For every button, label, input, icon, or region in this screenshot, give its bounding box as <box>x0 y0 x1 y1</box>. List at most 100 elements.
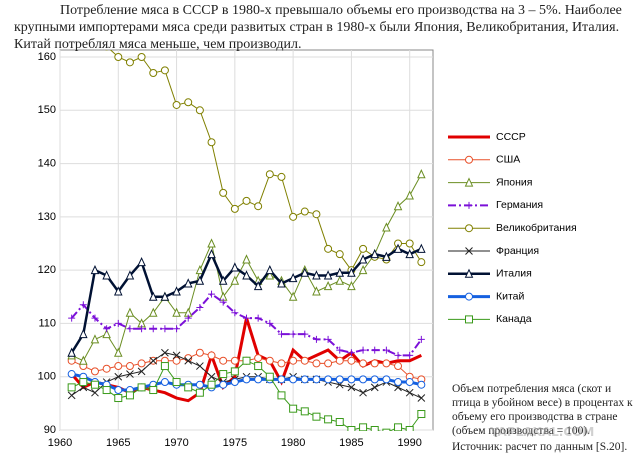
plot <box>67 50 426 431</box>
point <box>149 325 157 333</box>
point <box>417 335 425 343</box>
point <box>370 426 379 431</box>
point <box>335 356 344 365</box>
point <box>231 309 239 317</box>
point <box>67 391 76 400</box>
point <box>382 346 390 354</box>
y-tick-label: 130 <box>38 211 56 223</box>
point <box>324 359 333 368</box>
point <box>288 291 298 301</box>
point <box>67 370 76 379</box>
point <box>465 201 473 209</box>
point <box>371 346 379 354</box>
legend-label: Италия <box>496 268 532 280</box>
point <box>90 367 99 376</box>
point <box>242 375 251 384</box>
y-tick-label: 100 <box>38 371 56 383</box>
point <box>102 386 111 395</box>
point <box>265 264 275 275</box>
point <box>207 238 216 248</box>
point <box>242 356 251 365</box>
point <box>67 383 76 392</box>
point <box>265 170 274 179</box>
point <box>324 335 332 343</box>
point <box>172 378 181 387</box>
plot-area <box>59 49 434 431</box>
point <box>370 375 379 384</box>
legend-label: Франция <box>496 245 539 257</box>
x-tick-label: 1960 <box>48 437 72 449</box>
series-line <box>109 50 422 272</box>
point <box>230 367 239 376</box>
point <box>312 286 321 296</box>
point <box>230 356 239 365</box>
point <box>102 270 111 280</box>
point <box>312 270 321 280</box>
point <box>289 404 298 413</box>
point <box>324 375 333 384</box>
point <box>347 267 356 277</box>
y-tick-label: 150 <box>38 104 56 116</box>
point <box>254 202 263 211</box>
point <box>137 367 146 376</box>
point <box>405 190 414 200</box>
point <box>91 388 99 397</box>
point <box>382 251 391 261</box>
point <box>347 426 356 431</box>
point <box>370 248 380 259</box>
point <box>405 239 414 248</box>
y-tick-label: 140 <box>38 157 56 169</box>
point <box>125 307 135 317</box>
point <box>172 356 181 365</box>
point <box>405 378 414 387</box>
point <box>359 244 368 253</box>
point <box>312 335 320 343</box>
intro-text: Потребление мяса в СССР в 1980-х превыша… <box>14 3 622 52</box>
point <box>358 254 368 264</box>
point <box>359 359 368 368</box>
note-text: Объем потребления мяса (скот и птица в у… <box>452 383 633 437</box>
note: Объем потребления мяса (скот и птица в у… <box>452 382 638 454</box>
point <box>113 286 123 296</box>
point <box>394 351 402 359</box>
point <box>196 303 204 311</box>
point <box>464 177 474 187</box>
point <box>347 349 355 357</box>
point <box>335 418 344 427</box>
x-tick-label: 1975 <box>223 437 247 449</box>
point <box>196 362 204 370</box>
point <box>125 270 135 280</box>
point <box>137 359 146 368</box>
point <box>253 280 263 291</box>
point <box>219 380 228 389</box>
point <box>359 375 368 384</box>
point <box>289 212 298 221</box>
point <box>195 380 204 389</box>
point <box>277 330 285 338</box>
point <box>149 356 158 365</box>
point <box>288 272 298 283</box>
legend-label: Германия <box>496 199 543 211</box>
point <box>68 314 76 322</box>
point <box>254 362 263 371</box>
point <box>218 275 228 285</box>
point <box>382 359 391 368</box>
point <box>195 348 204 357</box>
point <box>90 380 99 389</box>
point <box>312 412 321 421</box>
point <box>289 356 298 365</box>
point <box>277 375 286 384</box>
point <box>265 270 275 280</box>
point <box>382 375 391 384</box>
point <box>195 388 204 397</box>
point <box>207 351 216 360</box>
point <box>394 378 403 387</box>
point <box>219 188 228 197</box>
point <box>102 328 111 339</box>
point <box>265 372 274 381</box>
point <box>242 270 251 280</box>
point <box>160 378 169 387</box>
point <box>323 270 333 280</box>
point <box>277 172 286 181</box>
